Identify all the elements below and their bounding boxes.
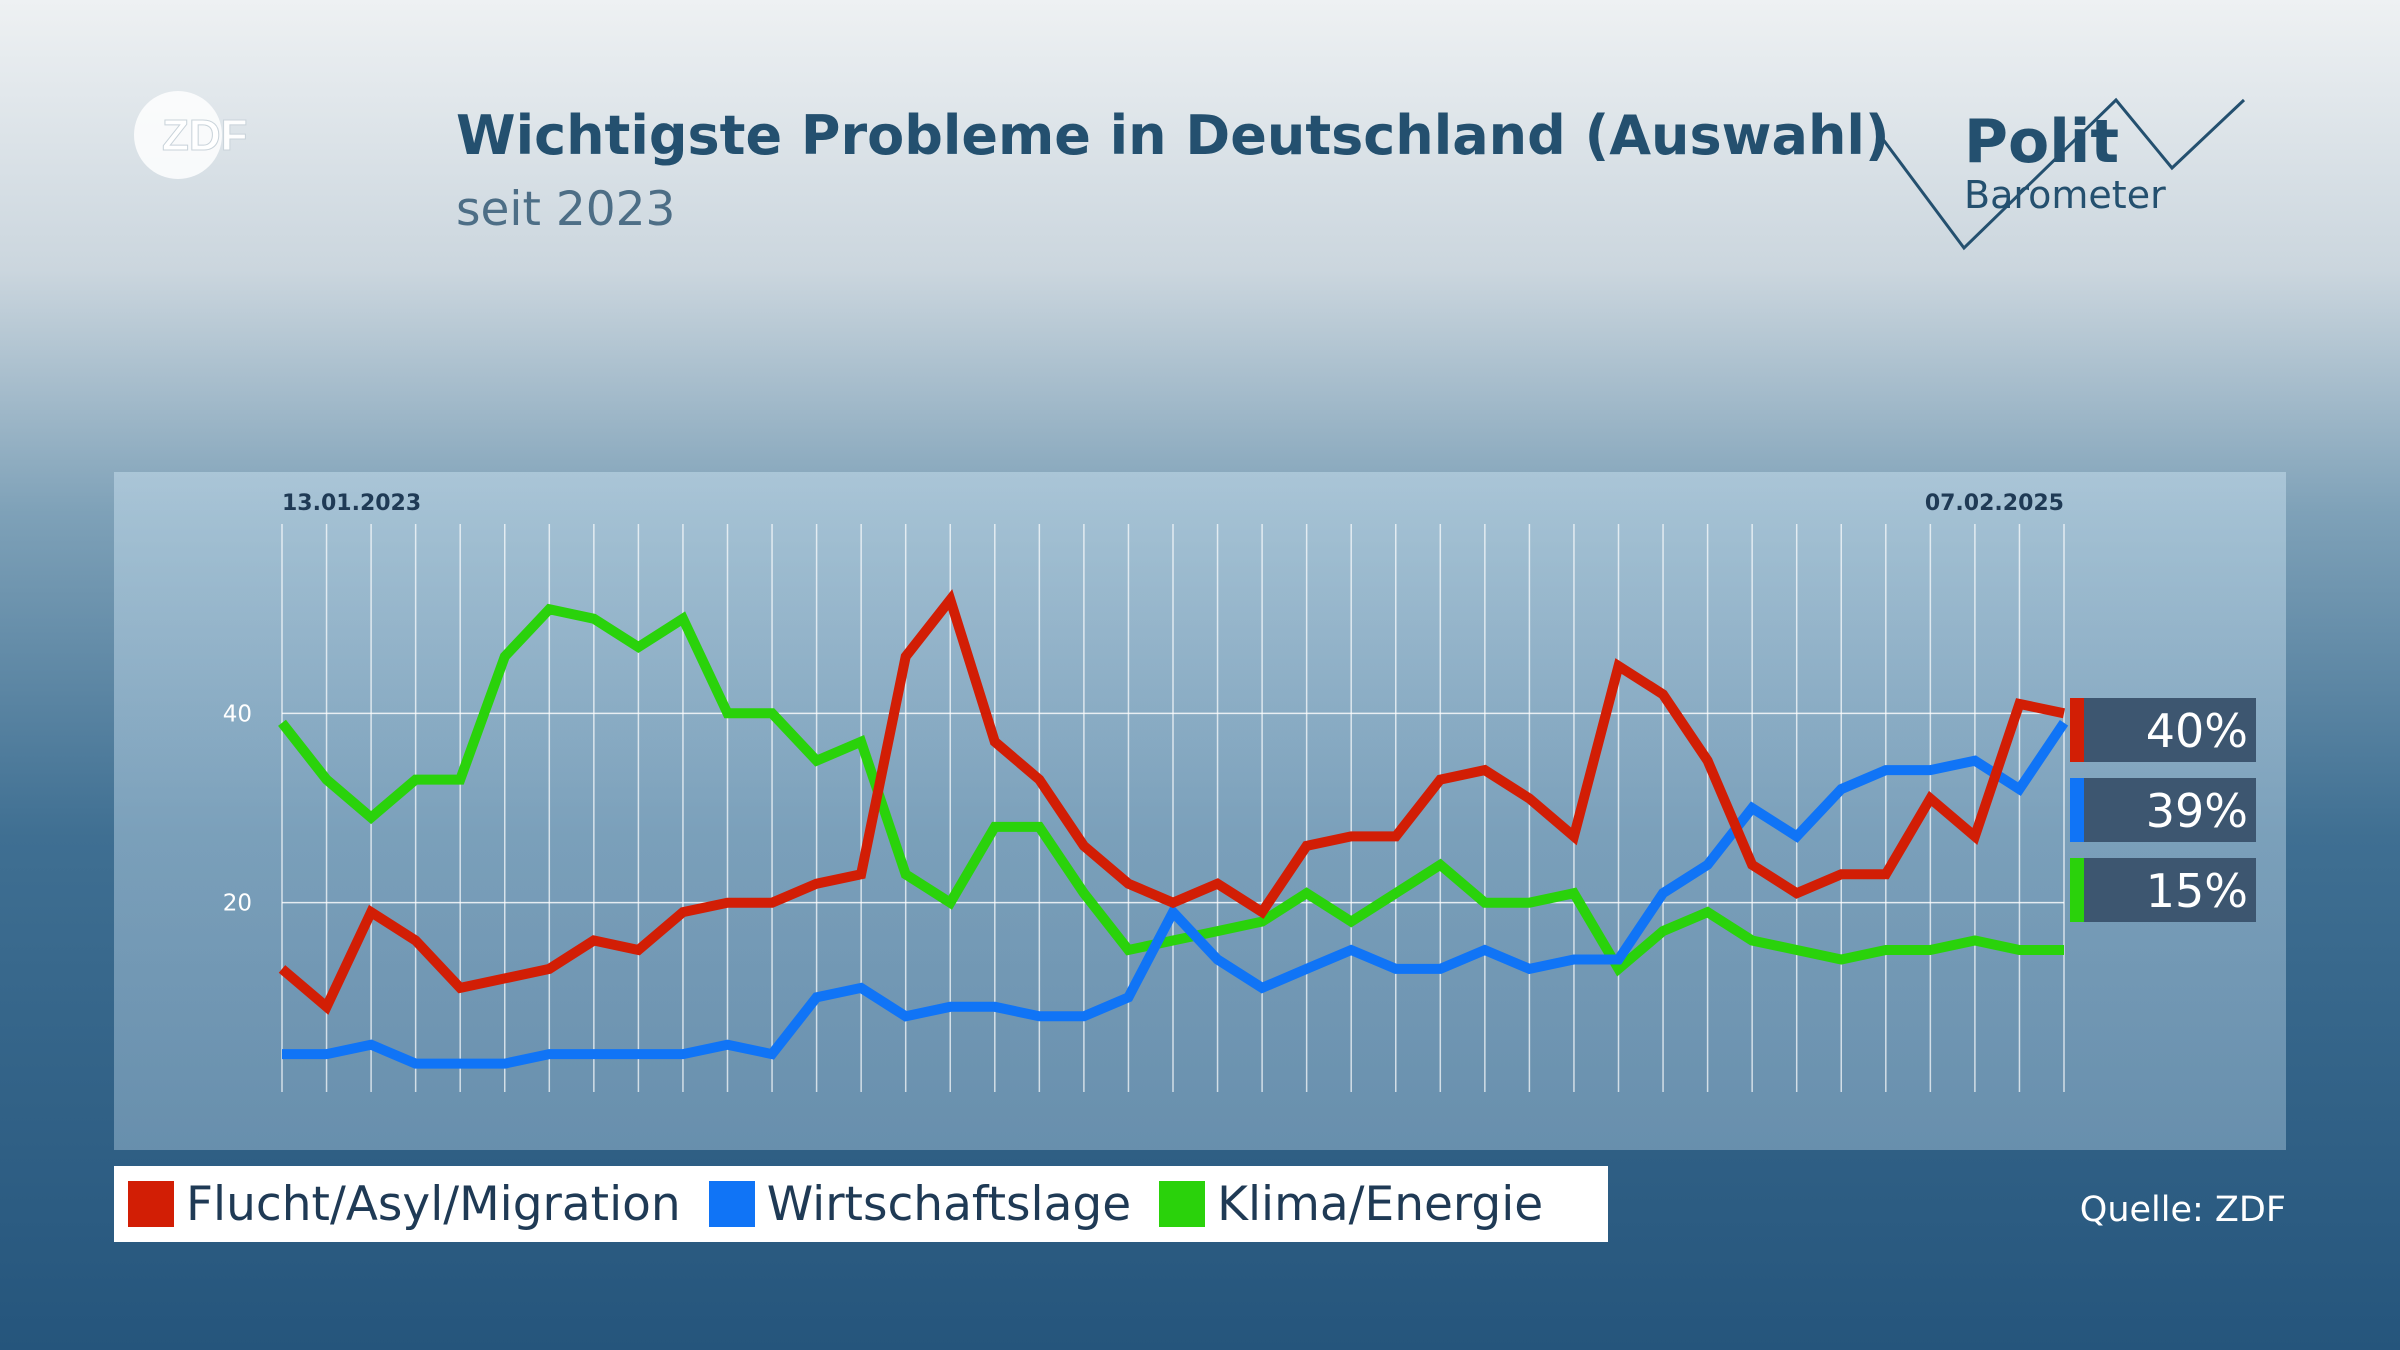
end-value-label-migration: 40% — [2146, 704, 2248, 758]
legend-item-climate: Klima/Energie — [1159, 1177, 1543, 1232]
chart-subtitle: seit 2023 — [456, 182, 676, 237]
legend-swatch-migration — [128, 1181, 174, 1227]
chart-panel: 13.01.2023 07.02.2025 20 40 40% 39% 15% — [114, 472, 2286, 1150]
series-lines — [278, 589, 2069, 1069]
end-label-marker-climate — [2070, 858, 2084, 922]
end-label-box-economy — [2084, 778, 2256, 842]
zdf-logo-text: ZDF — [162, 111, 248, 160]
legend-label-migration: Flucht/Asyl/Migration — [186, 1176, 681, 1232]
series-line-migration — [278, 589, 2066, 1015]
legend-swatch-climate — [1159, 1181, 1206, 1227]
grid — [281, 524, 2065, 1092]
zdf-logo-circle — [134, 91, 222, 179]
end-label-box-migration — [2084, 698, 2256, 762]
end-label-marker-migration — [2070, 698, 2084, 762]
axis-labels: 13.01.2023 07.02.2025 20 40 — [223, 491, 2064, 917]
end-label-box-climate — [2084, 858, 2256, 922]
end-value-label-economy: 39% — [2146, 784, 2248, 838]
line-chart: 13.01.2023 07.02.2025 20 40 40% 39% 15% — [223, 491, 2256, 1092]
series-line-economy — [282, 720, 2069, 1069]
end-value-label-climate: 15% — [2146, 864, 2248, 918]
legend-item-migration: Flucht/Asyl/Migration — [128, 1177, 681, 1232]
logo-polit-text: Polit — [1964, 107, 2119, 177]
legend-label-climate: Klima/Energie — [1217, 1176, 1544, 1232]
chart-title: Wichtigste Probleme in Deutschland (Ausw… — [456, 104, 1890, 167]
series-line-climate — [278, 603, 2064, 977]
legend: Flucht/Asyl/Migration Wirtschaftslage Kl… — [114, 1166, 1608, 1242]
y-tick-label: 40 — [223, 701, 252, 727]
end-label-marker-economy — [2070, 778, 2084, 842]
logo-barometer-text: Barometer — [1964, 173, 2166, 217]
source-note: Quelle: ZDF — [2079, 1190, 2286, 1230]
legend-swatch-economy — [708, 1181, 755, 1227]
end-value-labels: 40% 39% 15% — [2070, 698, 2256, 922]
x-start-date-label: 13.01.2023 — [282, 491, 421, 516]
y-tick-label: 20 — [223, 891, 252, 917]
zdf-logo: ZDF — [134, 91, 248, 179]
x-end-date-label: 07.02.2025 — [1925, 491, 2064, 516]
legend-label-economy: Wirtschaftslage — [766, 1176, 1132, 1232]
legend-item-economy: Wirtschaftslage — [708, 1176, 1132, 1232]
logo-zigzag-line — [1880, 97, 2246, 251]
politbarometer-logo: Polit Barometer — [1880, 97, 2246, 251]
